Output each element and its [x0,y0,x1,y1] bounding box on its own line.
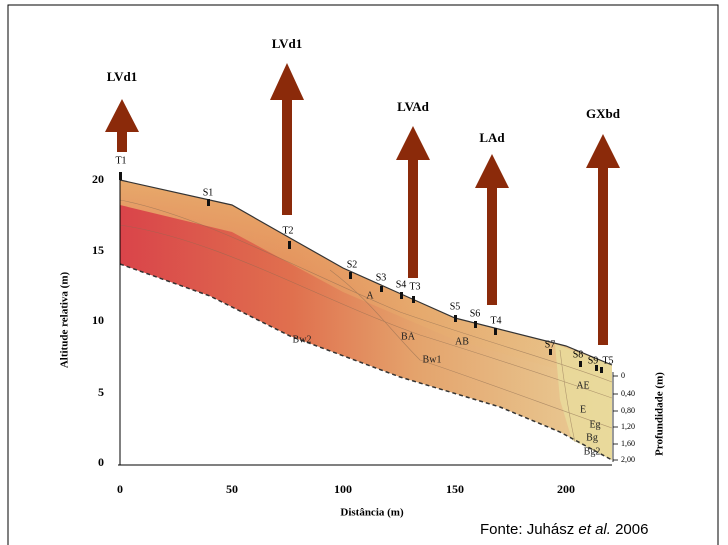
horizon-label: E [580,404,586,415]
x-tick-label: 200 [557,482,575,496]
y-tick-label: 15 [92,243,104,257]
soil-class-label: LVAd [397,99,430,114]
site-label: S6 [470,308,481,319]
soil-class-label: LAd [479,130,505,145]
y-axis-label: Altitude relativa (m) [59,272,71,369]
site-label: S4 [396,279,407,290]
site-label: T2 [282,225,293,236]
x-tick-label: 0 [117,482,123,496]
horizon-label: A [366,290,374,301]
site-label: S7 [545,339,556,350]
depth-ticks [613,376,618,460]
diagram: 0 5 10 15 20 0 50 100 150 200 Distância … [0,0,728,545]
horizon-label: Bw2 [293,334,312,345]
source-note: Fonte: Juhász et al. 2006 [480,521,648,538]
x-tick-label: 100 [334,482,352,496]
site-label: T4 [490,315,501,326]
depth-tick-label: 1,60 [621,439,635,448]
site-label: S1 [203,187,214,198]
horizon-label: Bg [586,432,598,443]
y-tick-label: 0 [98,455,104,469]
depth-tick-label: 0,80 [621,406,635,415]
site-label: S9 [588,355,599,366]
x-axis-label: Distância (m) [340,507,404,519]
depth-axis-label: Profundidade (m) [654,372,666,456]
horizon-label: BA [401,331,416,342]
horizon-label: AB [455,336,469,347]
site-label: S8 [573,349,584,360]
horizon-label: Bg2 [584,446,601,457]
soil-class-label: GXbd [586,106,621,121]
site-label: S3 [376,272,387,283]
x-ticks: 0 50 100 150 200 [117,482,575,496]
source-text: 2006 [611,521,649,538]
y-tick-label: 10 [92,313,104,327]
depth-tick-label: 2,00 [621,455,635,464]
soil-class-label: LVd1 [107,69,138,84]
depth-tick-label: 0,40 [621,389,635,398]
frame [8,5,718,545]
depth-tick-label: 1,20 [621,422,635,431]
x-tick-label: 150 [446,482,464,496]
source-text: Fonte: Juhász [480,521,578,538]
depth-tick-label: 0 [621,371,625,380]
site-label: S2 [347,259,358,270]
site-label: T1 [115,155,126,166]
y-ticks: 0 5 10 15 20 [92,172,104,469]
site-label: S5 [450,301,461,312]
soil-class-label: LVd1 [272,36,303,51]
horizon-label: Eg [589,419,600,430]
y-tick-label: 20 [92,172,104,186]
site-label: T5 [602,355,613,366]
x-tick-label: 50 [226,482,238,496]
y-tick-label: 5 [98,385,104,399]
horizon-label: AE [576,380,589,391]
horizon-label: Bw1 [423,354,442,365]
site-label: T3 [409,281,420,292]
source-italic: et al. [578,521,611,538]
